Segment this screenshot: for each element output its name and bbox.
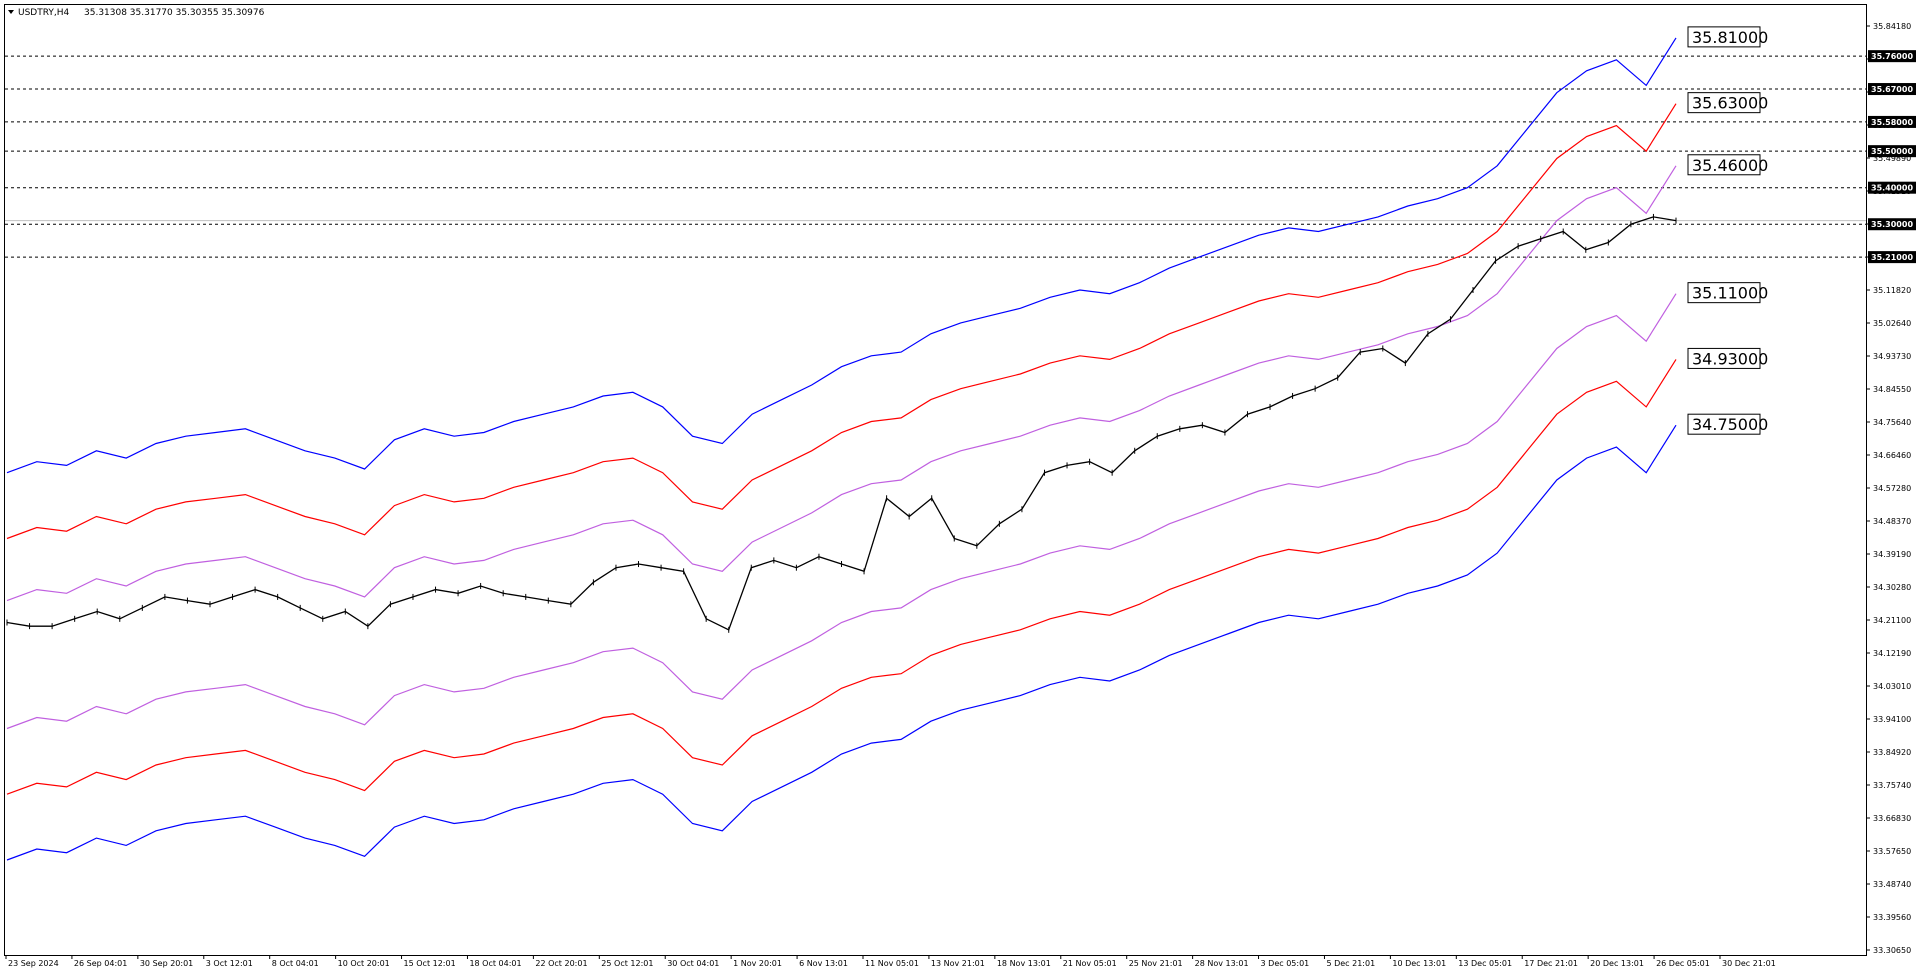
triangle-down-icon[interactable] bbox=[8, 10, 14, 14]
x-tick-label: 23 Sep 2024 bbox=[8, 959, 59, 968]
x-tick-label: 30 Oct 04:01 bbox=[667, 959, 719, 968]
x-tick-label: 25 Nov 21:01 bbox=[1129, 959, 1183, 968]
x-tick-label: 17 Dec 21:01 bbox=[1524, 959, 1578, 968]
y-tick-label: 33.75740 bbox=[1873, 781, 1911, 790]
plot-frame bbox=[4, 4, 1867, 956]
x-tick-label: 1 Nov 20:01 bbox=[733, 959, 782, 968]
y-tick-label: 33.57650 bbox=[1873, 847, 1911, 856]
band-end-label-box bbox=[1687, 347, 1761, 369]
x-tick-label: 8 Oct 04:01 bbox=[272, 959, 319, 968]
x-tick-label: 5 Dec 21:01 bbox=[1326, 959, 1375, 968]
y-tick-label: 34.03010 bbox=[1873, 682, 1911, 691]
y-tick-label: 35.02640 bbox=[1873, 319, 1911, 328]
symbol-label: USDTRY,H4 bbox=[18, 8, 70, 18]
band-end-label: 35.63000 bbox=[1692, 94, 1768, 113]
y-tick-label: 34.93730 bbox=[1873, 352, 1911, 361]
level-price-tag-text: 35.21000 bbox=[1871, 253, 1913, 262]
x-tick-label: 10 Dec 13:01 bbox=[1392, 959, 1446, 968]
y-tick-label: 33.84920 bbox=[1873, 748, 1911, 757]
y-tick-label: 34.12190 bbox=[1873, 649, 1911, 658]
x-tick-label: 3 Dec 05:01 bbox=[1261, 959, 1310, 968]
x-tick-label: 30 Sep 20:01 bbox=[140, 959, 193, 968]
x-tick-label: 20 Dec 13:01 bbox=[1590, 959, 1644, 968]
y-tick-label: 35.49890 bbox=[1873, 154, 1911, 163]
y-tick-label: 33.30650 bbox=[1873, 946, 1911, 955]
y-tick-label: 34.48370 bbox=[1873, 517, 1911, 526]
x-tick-label: 10 Oct 20:01 bbox=[338, 959, 390, 968]
level-price-tag bbox=[1868, 251, 1916, 264]
x-tick-label: 11 Nov 05:01 bbox=[865, 959, 919, 968]
x-tick-label: 25 Oct 12:01 bbox=[601, 959, 653, 968]
y-tick-label: 33.66830 bbox=[1873, 814, 1911, 823]
y-tick-label: 34.21100 bbox=[1873, 616, 1911, 625]
band-end-label: 35.81000 bbox=[1692, 28, 1768, 47]
y-tick-label: 34.84550 bbox=[1873, 385, 1911, 394]
x-tick-label: 13 Dec 05:01 bbox=[1458, 959, 1512, 968]
x-tick-label: 30 Dec 21:01 bbox=[1722, 959, 1776, 968]
band-end-label-box bbox=[1687, 282, 1761, 304]
level-price-tag bbox=[1868, 83, 1916, 96]
y-tick-label: 34.57280 bbox=[1873, 484, 1911, 493]
level-price-tag bbox=[1868, 181, 1916, 194]
x-tick-label: 26 Dec 05:01 bbox=[1656, 959, 1710, 968]
envelope-band-line bbox=[6, 165, 1677, 602]
band-end-label-box bbox=[1687, 26, 1761, 48]
x-tick-label: 13 Nov 21:01 bbox=[931, 959, 985, 968]
x-tick-label: 15 Oct 12:01 bbox=[404, 959, 456, 968]
y-tick-label: 33.48740 bbox=[1873, 880, 1911, 889]
x-tick-label: 21 Nov 05:01 bbox=[1063, 959, 1117, 968]
band-end-label: 35.11000 bbox=[1692, 284, 1768, 303]
level-price-tag-text: 35.40000 bbox=[1871, 184, 1913, 193]
level-price-tag bbox=[1868, 115, 1916, 128]
y-tick-label: 34.66460 bbox=[1873, 451, 1911, 460]
x-tick-label: 18 Oct 04:01 bbox=[469, 959, 521, 968]
envelope-band-line bbox=[6, 37, 1677, 474]
x-tick-label: 18 Nov 13:01 bbox=[997, 959, 1051, 968]
level-price-tag-text: 35.50000 bbox=[1871, 147, 1913, 156]
y-tick-label: 33.94100 bbox=[1873, 715, 1911, 724]
ohlc-label: 35.31308 35.31770 35.30355 35.30976 bbox=[84, 8, 265, 18]
band-end-label-box bbox=[1687, 92, 1761, 114]
envelope-band-line bbox=[6, 359, 1677, 795]
x-tick-label: 28 Nov 13:01 bbox=[1195, 959, 1249, 968]
band-end-label: 35.46000 bbox=[1692, 156, 1768, 175]
y-tick-label: 34.39190 bbox=[1873, 550, 1911, 559]
level-price-tag-text: 35.67000 bbox=[1871, 85, 1913, 94]
level-price-tag bbox=[1868, 50, 1916, 63]
envelope-band-line bbox=[6, 424, 1677, 861]
level-price-tag bbox=[1868, 218, 1916, 231]
envelope-band-line bbox=[6, 293, 1677, 730]
band-end-label-box bbox=[1687, 154, 1761, 176]
level-price-tag-text: 35.30000 bbox=[1871, 220, 1913, 229]
envelope-band-line bbox=[6, 103, 1677, 540]
band-end-label-box bbox=[1687, 413, 1761, 435]
level-price-tag bbox=[1868, 145, 1916, 158]
y-tick-label: 34.30280 bbox=[1873, 583, 1911, 592]
y-tick-label: 34.75640 bbox=[1873, 418, 1911, 427]
y-tick-label: 35.11820 bbox=[1873, 286, 1911, 295]
x-tick-label: 22 Oct 20:01 bbox=[535, 959, 587, 968]
x-tick-label: 26 Sep 04:01 bbox=[74, 959, 127, 968]
band-end-label: 34.93000 bbox=[1692, 349, 1768, 368]
level-price-tag-text: 35.76000 bbox=[1871, 52, 1913, 61]
y-tick-label: 33.39560 bbox=[1873, 913, 1911, 922]
x-tick-label: 6 Nov 13:01 bbox=[799, 959, 848, 968]
band-end-label: 34.75000 bbox=[1692, 415, 1768, 434]
level-price-tag-text: 35.58000 bbox=[1871, 118, 1913, 127]
x-tick-label: 3 Oct 12:01 bbox=[206, 959, 253, 968]
y-tick-label: 35.84180 bbox=[1873, 22, 1911, 31]
